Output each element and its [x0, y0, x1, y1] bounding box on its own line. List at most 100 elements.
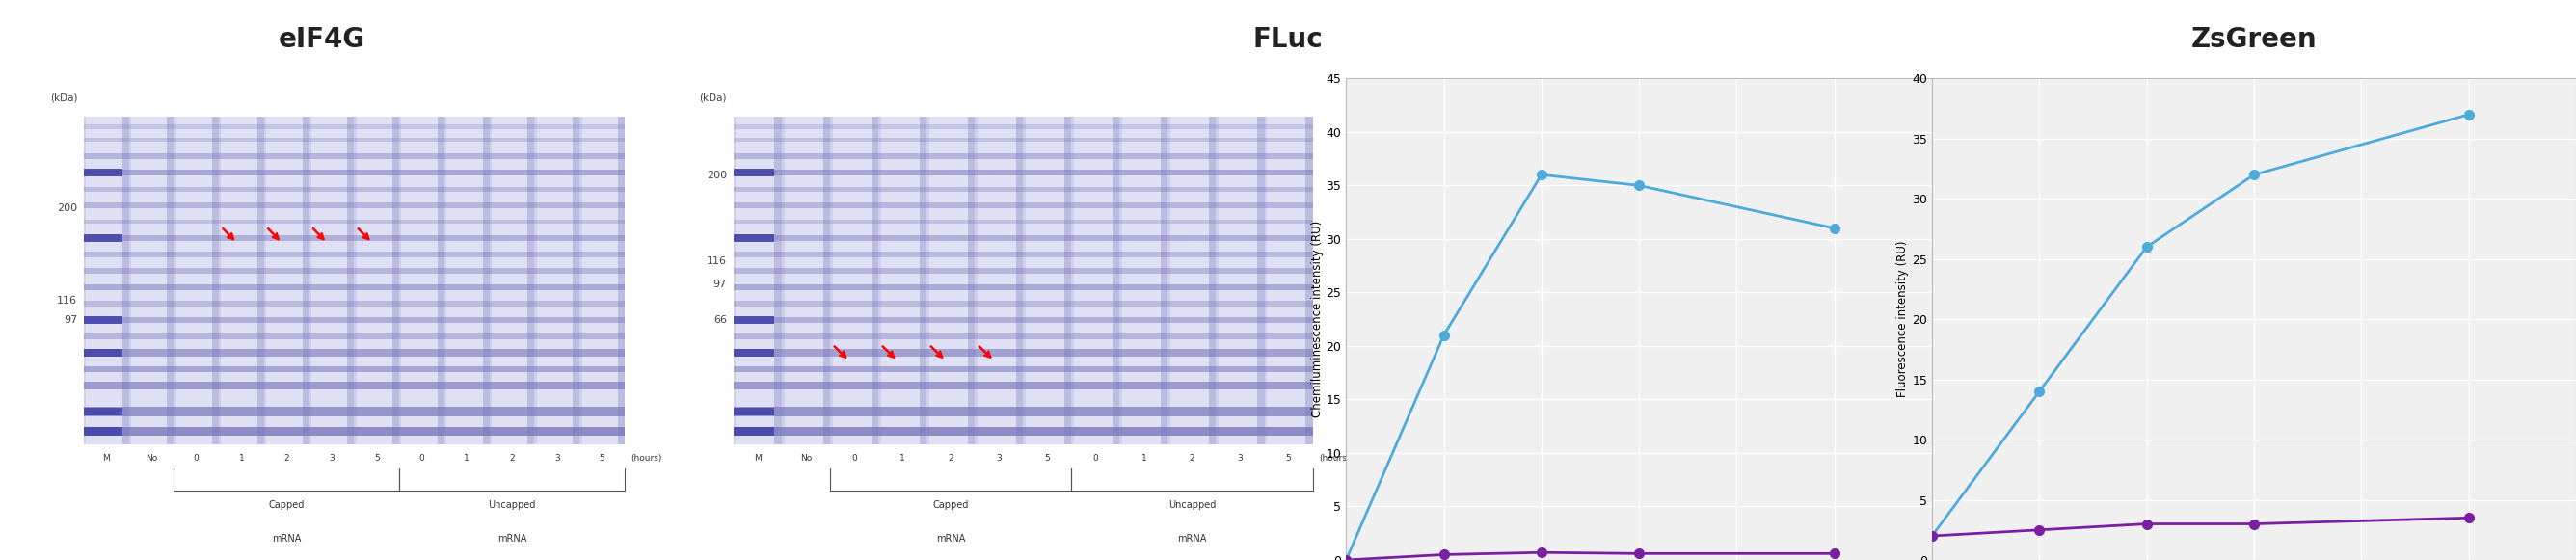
Text: (kDa): (kDa): [49, 93, 77, 102]
Bar: [175, 117, 211, 445]
Text: 3: 3: [554, 454, 559, 463]
Bar: [167, 117, 175, 445]
Text: 1: 1: [899, 454, 904, 463]
Y-axis label: Fluorescence intensity (RU): Fluorescence intensity (RU): [1896, 241, 1909, 398]
Bar: [734, 117, 1314, 445]
Bar: [832, 117, 871, 445]
Bar: [1257, 117, 1265, 445]
Text: (kDa): (kDa): [698, 93, 726, 102]
Bar: [392, 117, 399, 445]
Bar: [734, 334, 1314, 339]
Bar: [930, 117, 969, 445]
Bar: [492, 117, 528, 445]
Bar: [783, 117, 822, 445]
Bar: [734, 381, 1314, 390]
Bar: [82, 408, 121, 416]
Bar: [734, 268, 1314, 274]
Bar: [1025, 117, 1064, 445]
Uncapped mRNA: [1917, 533, 1947, 539]
Bar: [82, 316, 121, 324]
Bar: [222, 117, 258, 445]
Bar: [1162, 117, 1167, 445]
Capped mRNA: [2239, 171, 2269, 178]
Capped mRNA: [1819, 225, 1850, 232]
Bar: [734, 427, 1314, 436]
Bar: [1074, 117, 1113, 445]
Bar: [1170, 117, 1208, 445]
Bar: [301, 117, 309, 445]
Capped mRNA: [2452, 111, 2483, 118]
Text: 116: 116: [706, 256, 726, 266]
Capped mRNA: [1427, 332, 1458, 339]
Text: 1: 1: [464, 454, 469, 463]
Bar: [528, 117, 536, 445]
Text: No: No: [144, 454, 157, 463]
Bar: [582, 117, 618, 445]
Text: FLuc: FLuc: [1252, 26, 1324, 53]
Bar: [737, 117, 775, 445]
Bar: [82, 117, 626, 445]
Line: Capped mRNA: Capped mRNA: [1342, 170, 1839, 560]
Uncapped mRNA: [2130, 521, 2161, 528]
Bar: [82, 202, 626, 208]
Bar: [82, 153, 626, 159]
Bar: [82, 169, 626, 176]
Bar: [734, 284, 1314, 291]
Bar: [402, 117, 438, 445]
Bar: [1113, 117, 1121, 445]
Text: mRNA: mRNA: [273, 534, 301, 543]
Y-axis label: Chemiluminescence intensity (RU): Chemiluminescence intensity (RU): [1311, 221, 1324, 418]
Uncapped mRNA: [2452, 515, 2483, 521]
Bar: [734, 169, 1314, 176]
Bar: [82, 348, 121, 357]
Bar: [82, 349, 626, 356]
Bar: [131, 117, 167, 445]
Bar: [82, 427, 626, 436]
Text: mRNA: mRNA: [497, 534, 526, 543]
Bar: [734, 169, 775, 176]
Bar: [734, 220, 1314, 223]
Text: 3: 3: [1236, 454, 1244, 463]
Text: 1: 1: [1141, 454, 1146, 463]
Bar: [82, 284, 626, 291]
Bar: [734, 186, 1314, 192]
Bar: [82, 235, 626, 241]
Bar: [734, 235, 1314, 241]
Bar: [82, 334, 626, 339]
Text: 0: 0: [1092, 454, 1097, 463]
Text: ZsGreen: ZsGreen: [2192, 26, 2316, 53]
Line: Capped mRNA: Capped mRNA: [1927, 110, 2473, 540]
Bar: [82, 138, 626, 142]
Bar: [82, 427, 121, 435]
Text: M: M: [103, 454, 111, 463]
Bar: [1306, 117, 1314, 445]
Text: 200: 200: [57, 204, 77, 213]
Text: 3: 3: [997, 454, 1002, 463]
Uncapped mRNA: [1623, 550, 1654, 557]
Text: 2: 2: [1190, 454, 1195, 463]
Text: 3: 3: [330, 454, 335, 463]
Text: Capped: Capped: [933, 500, 969, 510]
Bar: [734, 234, 775, 242]
Bar: [438, 117, 443, 445]
Bar: [734, 202, 1314, 208]
Text: 97: 97: [64, 315, 77, 325]
Bar: [312, 117, 348, 445]
Text: eIF4G: eIF4G: [278, 26, 366, 53]
Bar: [355, 117, 392, 445]
Text: Capped: Capped: [268, 500, 304, 510]
Text: mRNA: mRNA: [1177, 534, 1206, 543]
Text: 2: 2: [510, 454, 515, 463]
Bar: [82, 366, 626, 372]
Bar: [734, 252, 1314, 257]
Bar: [82, 169, 121, 176]
Bar: [265, 117, 301, 445]
Text: 200: 200: [706, 171, 726, 181]
Bar: [82, 220, 626, 223]
Bar: [348, 117, 353, 445]
Text: 5: 5: [600, 454, 605, 463]
Capped mRNA: [2130, 244, 2161, 250]
Bar: [82, 252, 626, 257]
Bar: [1015, 117, 1023, 445]
Bar: [82, 317, 626, 323]
